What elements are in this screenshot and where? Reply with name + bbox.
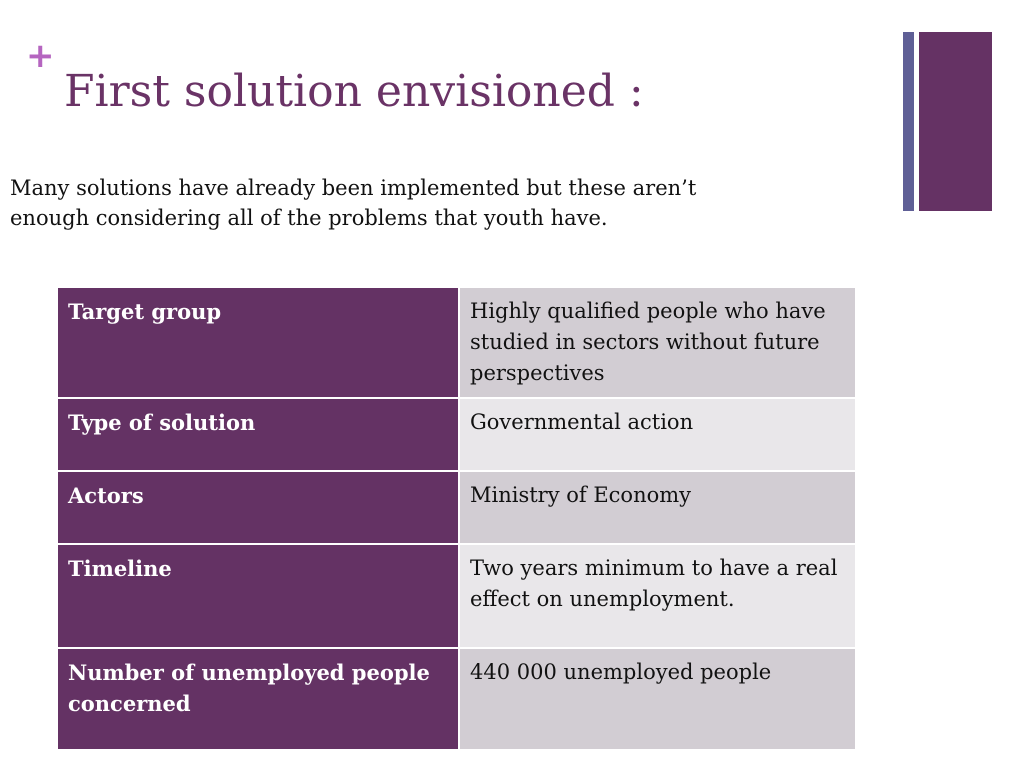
row-value-timeline: Two years minimum to have a real effect …: [458, 543, 857, 649]
row-label-number-unemployed: Number of unemployed people concerned: [56, 647, 460, 751]
row-label-actors: Actors: [56, 470, 460, 545]
table-row: Type of solution Governmental action: [56, 397, 857, 472]
row-value-number-unemployed: 440 000 unemployed people: [458, 647, 857, 751]
decorative-thin-bar: [903, 32, 914, 211]
intro-paragraph: Many solutions have already been impleme…: [10, 173, 830, 233]
table-row: Target group Highly qualified people who…: [56, 286, 857, 399]
row-label-timeline: Timeline: [56, 543, 460, 649]
decorative-thick-bar: [919, 32, 992, 211]
plus-bullet-icon: +: [26, 36, 55, 76]
solution-table: Target group Highly qualified people who…: [56, 286, 857, 751]
slide-title: First solution envisioned :: [64, 66, 644, 117]
row-label-type-of-solution: Type of solution: [56, 397, 460, 472]
row-label-target-group: Target group: [56, 286, 460, 399]
table-row: Timeline Two years minimum to have a rea…: [56, 543, 857, 649]
row-value-target-group: Highly qualified people who have studied…: [458, 286, 857, 399]
row-value-type-of-solution: Governmental action: [458, 397, 857, 472]
table-row: Actors Ministry of Economy: [56, 470, 857, 545]
row-value-actors: Ministry of Economy: [458, 470, 857, 545]
table-row: Number of unemployed people concerned 44…: [56, 647, 857, 751]
intro-line-2: enough considering all of the problems t…: [10, 206, 608, 230]
intro-line-1: Many solutions have already been impleme…: [10, 176, 697, 200]
